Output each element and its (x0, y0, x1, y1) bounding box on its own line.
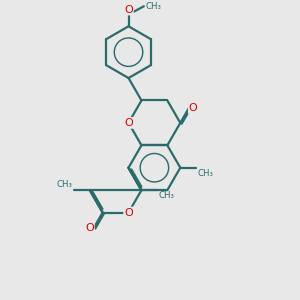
Text: O: O (124, 118, 133, 128)
Text: CH₃: CH₃ (159, 191, 175, 200)
Text: O: O (85, 223, 94, 233)
Text: CH₃: CH₃ (198, 169, 214, 178)
Text: CH₃: CH₃ (145, 2, 161, 11)
Text: O: O (189, 103, 198, 113)
Text: O: O (124, 208, 133, 218)
Text: CH₃: CH₃ (56, 180, 72, 189)
Text: O: O (124, 4, 133, 14)
